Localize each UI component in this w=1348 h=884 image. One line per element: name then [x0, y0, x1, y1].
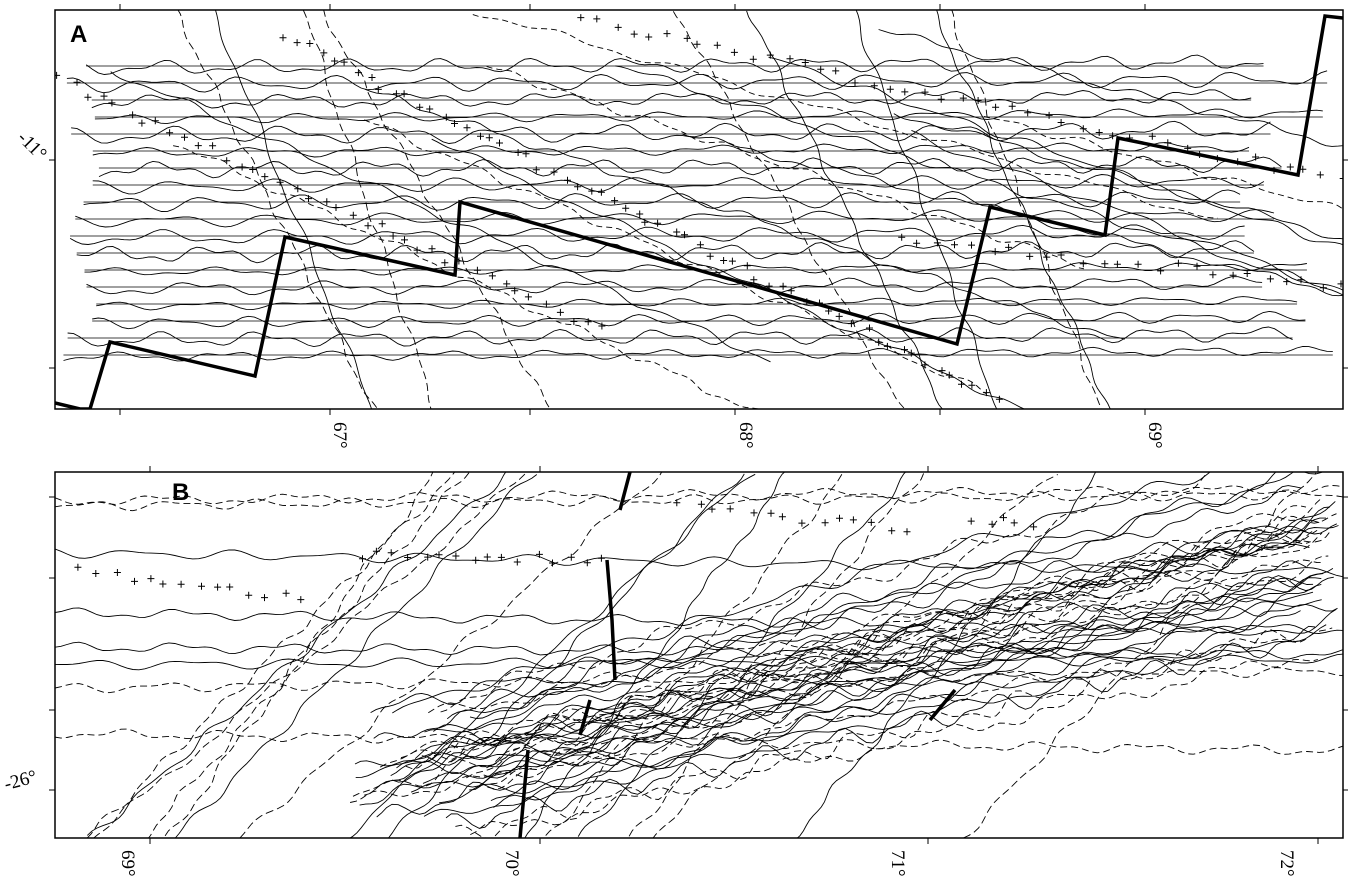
profile [377, 574, 1324, 818]
profile [323, 9, 550, 409]
profile [55, 668, 1343, 693]
panel-b-profiles [55, 447, 1343, 840]
ridge-axis [580, 700, 590, 735]
x-tick-label: 71° [887, 850, 908, 877]
profile [466, 499, 1321, 778]
profile [87, 277, 1263, 295]
profile [952, 9, 1102, 409]
anomaly-picks [968, 514, 1037, 530]
profile [86, 55, 1263, 74]
anomaly-picks [74, 564, 304, 603]
profile [747, 11, 943, 410]
x-tick-label: 69° [117, 850, 138, 877]
profile [392, 449, 1303, 713]
ridge-axis [55, 16, 1343, 409]
profile [87, 470, 507, 836]
profile [96, 297, 1297, 310]
profile [365, 89, 1125, 339]
profile [84, 190, 1241, 212]
profile [451, 506, 1306, 762]
profile [147, 473, 469, 841]
profile [240, 472, 662, 838]
ridge-axis [520, 750, 528, 838]
panel-label: B [172, 479, 189, 506]
profile [71, 121, 1270, 143]
panel-a-profiles [53, 9, 1348, 444]
x-tick-label: 70° [501, 850, 522, 877]
y-tick-label: -26° [2, 766, 39, 795]
profile [55, 549, 1343, 577]
profile [68, 327, 1293, 347]
profile [67, 71, 1327, 93]
profile [374, 486, 1302, 739]
profile [165, 470, 434, 836]
profile [95, 109, 1323, 124]
profile [856, 9, 997, 409]
anomaly-picks [898, 234, 1344, 291]
anomaly-picks [673, 499, 910, 535]
profile [673, 11, 904, 408]
profile [380, 530, 1317, 767]
anomaly-picks [359, 548, 605, 567]
ridge-axis [620, 472, 630, 510]
profile [493, 568, 1333, 807]
profile [963, 473, 1316, 838]
profile [92, 90, 1251, 108]
profile [911, 130, 1348, 434]
panel-label: A [70, 21, 87, 48]
profile [75, 210, 1274, 227]
x-tick-label: 69° [1144, 422, 1165, 449]
x-tick-label: 72° [1276, 850, 1297, 877]
x-tick-label: 67° [329, 422, 350, 449]
profile [55, 485, 1343, 504]
profile [173, 146, 815, 444]
x-tick-label: 68° [735, 422, 756, 449]
profile [64, 347, 1333, 361]
profile [215, 9, 371, 409]
profile [94, 471, 528, 838]
y-tick-label: -11° [13, 127, 51, 165]
profile [93, 175, 1264, 194]
profile [389, 474, 745, 838]
panel-a-frame [55, 10, 1343, 409]
figure: A B 67° 68° 69° -11° 69° 70° 71° 72° -26° [0, 0, 1348, 884]
profile [55, 490, 1343, 511]
